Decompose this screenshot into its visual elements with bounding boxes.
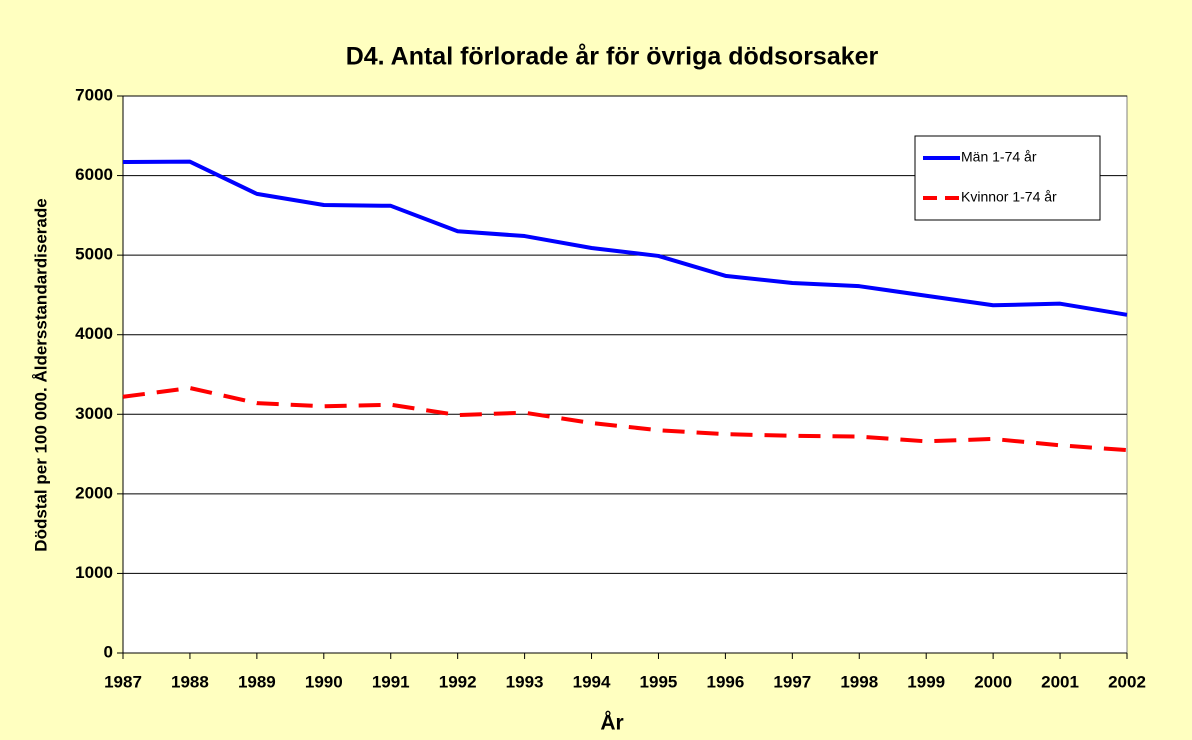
x-tick-label: 1995 <box>640 672 678 691</box>
x-tick-label: 1991 <box>372 672 410 691</box>
y-tick-label: 0 <box>104 642 113 661</box>
x-tick-label: 2000 <box>974 672 1012 691</box>
x-axis-label: År <box>600 711 623 735</box>
x-tick-label: 1998 <box>840 672 878 691</box>
x-tick-label: 1994 <box>573 672 611 691</box>
x-tick-label: 1989 <box>238 672 276 691</box>
y-tick-label: 4000 <box>75 324 113 343</box>
x-tick-label: 2001 <box>1041 672 1079 691</box>
line-series <box>122 159 1128 317</box>
legend-label: Män 1-74 år <box>961 149 1037 165</box>
y-tick-label: 2000 <box>75 483 113 502</box>
x-tick-label: 1996 <box>706 672 744 691</box>
y-tick-label: 5000 <box>75 245 113 264</box>
y-tick-label: 6000 <box>75 165 113 184</box>
y-tick-label: 3000 <box>75 404 113 423</box>
x-tick-label: 1987 <box>104 672 142 691</box>
x-tick-label: 1992 <box>439 672 477 691</box>
chart-title: D4. Antal förlorade år för övriga dödsor… <box>346 43 879 71</box>
legend-label: Kvinnor 1-74 år <box>961 189 1057 205</box>
x-tick-label: 1990 <box>305 672 343 691</box>
y-tick-label: 1000 <box>75 563 113 582</box>
x-tick-label: 1988 <box>171 672 209 691</box>
y-axis-label: Dödstal per 100 000. Åldersstandardisera… <box>31 198 50 551</box>
y-tick-label: 7000 <box>75 85 113 104</box>
x-tick-label: 2002 <box>1108 672 1146 691</box>
x-tick-label: 1997 <box>773 672 811 691</box>
x-tick-label: 1999 <box>907 672 945 691</box>
x-tick-label: 1993 <box>506 672 544 691</box>
legend-box <box>914 135 1101 221</box>
